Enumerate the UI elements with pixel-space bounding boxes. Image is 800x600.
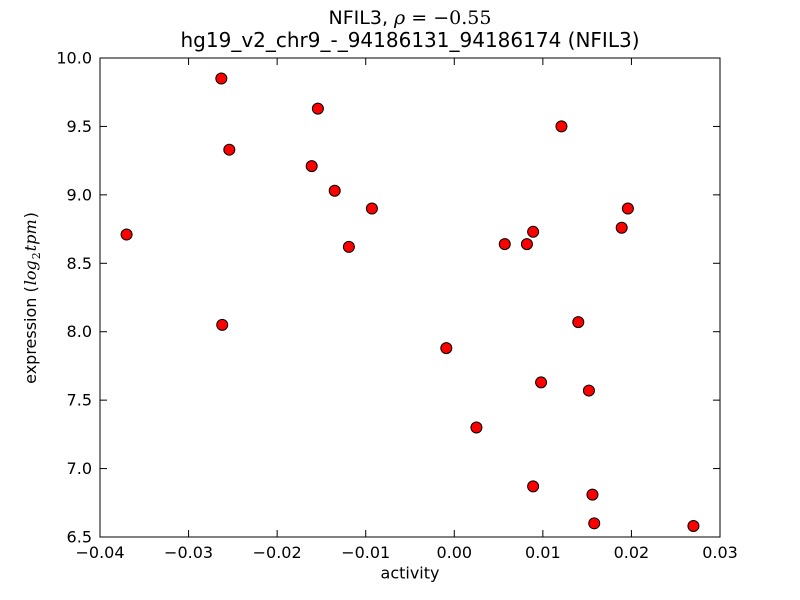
x-tick-label: −0.04 (75, 543, 124, 562)
data-point (535, 376, 548, 389)
x-axis-label: activity (380, 563, 440, 583)
title-rho-value: = −0.55 (405, 7, 492, 29)
data-point (527, 480, 540, 493)
title-gene-name: NFIL3, (328, 7, 395, 29)
y-tick-label: 7.0 (67, 459, 92, 478)
axes-frame (99, 57, 721, 538)
data-point (588, 517, 601, 530)
data-point (687, 520, 700, 533)
x-tick-label: 0.03 (702, 543, 738, 562)
data-point (555, 120, 568, 133)
data-point (586, 488, 599, 501)
data-point (440, 342, 453, 355)
data-point (615, 221, 628, 234)
data-point (342, 240, 355, 253)
y-tick-label: 9.0 (67, 185, 92, 204)
data-point (365, 202, 378, 215)
y-tick-label: 9.5 (67, 117, 92, 136)
title-line1: NFIL3, ρ = −0.55 (180, 7, 639, 29)
data-point (305, 160, 318, 173)
data-point (498, 238, 511, 251)
data-point (621, 202, 634, 215)
x-tick-label: −0.02 (253, 543, 302, 562)
data-point (527, 225, 540, 238)
y-axis-label: expression (log2tpm) (21, 212, 43, 384)
x-tick-label: 0.00 (436, 543, 472, 562)
title-line2-locus: hg19_v2_chr9_-_94186131_94186174 (NFIL3) (180, 28, 640, 52)
data-point (520, 238, 533, 251)
data-point (215, 72, 228, 85)
x-tick-label: −0.03 (164, 543, 213, 562)
y-tick-label: 10.0 (56, 49, 92, 68)
data-point (223, 143, 236, 156)
y-axis-label-suffix: ) (20, 212, 40, 219)
y-tick-label: 8.0 (67, 322, 92, 341)
data-point (328, 184, 341, 197)
chart-title: NFIL3, ρ = −0.55 hg19_v2_chr9_-_94186131… (180, 7, 639, 51)
y-tick-label: 7.5 (67, 391, 92, 410)
data-point (470, 421, 483, 434)
data-point (216, 318, 229, 331)
x-tick-label: 0.02 (614, 543, 650, 562)
y-axis-label-subscript: 2 (30, 252, 44, 260)
y-tick-label: 8.5 (67, 254, 92, 273)
data-point (582, 384, 595, 397)
x-tick-label: 0.01 (525, 543, 561, 562)
data-point (120, 228, 133, 241)
data-point (572, 316, 585, 329)
data-point (311, 102, 324, 115)
x-tick-label: −0.01 (341, 543, 390, 562)
y-tick-label: 6.5 (67, 528, 92, 547)
y-axis-label-log: log (20, 260, 40, 286)
y-axis-label-tpm: tpm (20, 219, 40, 252)
title-rho-symbol: ρ (394, 7, 406, 29)
y-axis-label-prefix: expression ( (20, 286, 40, 384)
